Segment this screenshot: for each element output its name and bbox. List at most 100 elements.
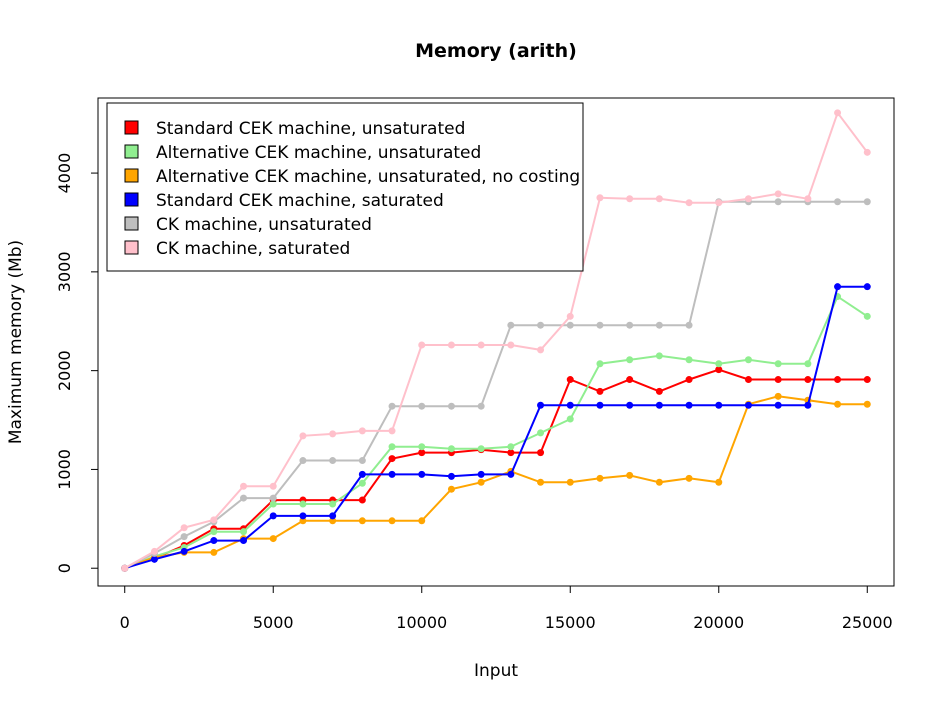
data-point: [121, 564, 129, 572]
data-point: [447, 402, 455, 410]
legend-swatch: [124, 192, 139, 207]
x-tick-label: 15000: [545, 613, 596, 632]
data-point: [269, 482, 277, 490]
data-point: [507, 321, 515, 329]
data-point: [329, 500, 337, 508]
legend-swatch: [124, 144, 139, 159]
x-tick-label: 0: [120, 613, 130, 632]
data-point: [685, 321, 693, 329]
data-point: [329, 430, 337, 438]
data-point: [863, 283, 871, 291]
data-point: [299, 432, 307, 440]
y-tick-label: 0: [55, 563, 74, 573]
data-point: [744, 401, 752, 409]
data-point: [626, 356, 634, 364]
data-point: [715, 199, 723, 207]
data-point: [566, 401, 574, 409]
series-layer: [121, 109, 871, 572]
legend-label: Standard CEK machine, unsaturated: [156, 119, 465, 139]
data-point: [240, 494, 248, 502]
x-tick-label: 10000: [396, 613, 447, 632]
data-point: [388, 470, 396, 478]
legend-label: Alternative CEK machine, unsaturated, no…: [156, 167, 580, 187]
legend: Standard CEK machine, unsaturated Alterna…: [106, 102, 584, 272]
data-point: [477, 445, 485, 453]
data-point: [299, 512, 307, 520]
data-point: [537, 401, 545, 409]
data-point: [269, 494, 277, 502]
data-point: [507, 443, 515, 451]
chart-title: Memory (arith): [415, 40, 577, 62]
data-point: [477, 478, 485, 486]
data-point: [329, 512, 337, 520]
data-point: [358, 496, 366, 504]
data-point: [447, 445, 455, 453]
data-point: [655, 387, 663, 395]
data-point: [715, 478, 723, 486]
data-point: [388, 455, 396, 463]
data-point: [477, 341, 485, 349]
data-point: [537, 478, 545, 486]
data-point: [240, 528, 248, 536]
data-point: [626, 471, 634, 479]
legend-swatch: [124, 216, 139, 231]
legend-label: Standard CEK machine, saturated: [156, 191, 444, 211]
data-point: [655, 195, 663, 203]
data-point: [863, 376, 871, 384]
x-tick-label: 25000: [842, 613, 893, 632]
data-point: [715, 401, 723, 409]
data-point: [655, 321, 663, 329]
data-point: [744, 356, 752, 364]
data-point: [210, 528, 218, 536]
series-5: [121, 109, 871, 572]
data-point: [566, 312, 574, 320]
data-point: [804, 376, 812, 384]
data-point: [180, 547, 188, 555]
data-point: [834, 400, 842, 408]
data-point: [774, 376, 782, 384]
data-point: [596, 387, 604, 395]
data-point: [655, 478, 663, 486]
data-point: [863, 400, 871, 408]
data-point: [388, 427, 396, 435]
data-point: [358, 517, 366, 525]
data-point: [418, 517, 426, 525]
data-point: [210, 516, 218, 524]
data-point: [240, 482, 248, 490]
data-point: [477, 470, 485, 478]
data-point: [447, 341, 455, 349]
data-point: [804, 360, 812, 368]
data-point: [537, 429, 545, 437]
data-point: [299, 457, 307, 465]
data-point: [358, 457, 366, 465]
data-point: [774, 190, 782, 198]
data-point: [596, 194, 604, 202]
data-point: [685, 199, 693, 207]
data-point: [180, 524, 188, 532]
data-point: [210, 548, 218, 556]
data-point: [447, 472, 455, 480]
data-point: [418, 470, 426, 478]
series-line: [124, 110, 869, 570]
y-axis-label: Maximum memory (Mb): [6, 240, 26, 444]
data-point: [744, 195, 752, 203]
data-point: [863, 198, 871, 206]
data-point: [834, 109, 842, 117]
series-line: [124, 368, 868, 570]
data-point: [626, 376, 634, 384]
x-axis: 0 5000 10000 15000 20000 25000: [120, 585, 893, 632]
legend-label: CK machine, saturated: [156, 239, 350, 259]
x-tick-label: 5000: [253, 613, 294, 632]
data-point: [685, 376, 693, 384]
series-line: [124, 295, 868, 570]
data-point: [418, 341, 426, 349]
series-line: [124, 285, 868, 570]
y-tick-label: 4000: [55, 153, 74, 194]
data-point: [269, 512, 277, 520]
data-point: [596, 474, 604, 482]
series-line: [124, 200, 868, 570]
data-point: [447, 485, 455, 493]
data-point: [626, 401, 634, 409]
y-axis: 0 1000 2000 3000 4000: [55, 153, 99, 573]
data-point: [269, 500, 277, 508]
